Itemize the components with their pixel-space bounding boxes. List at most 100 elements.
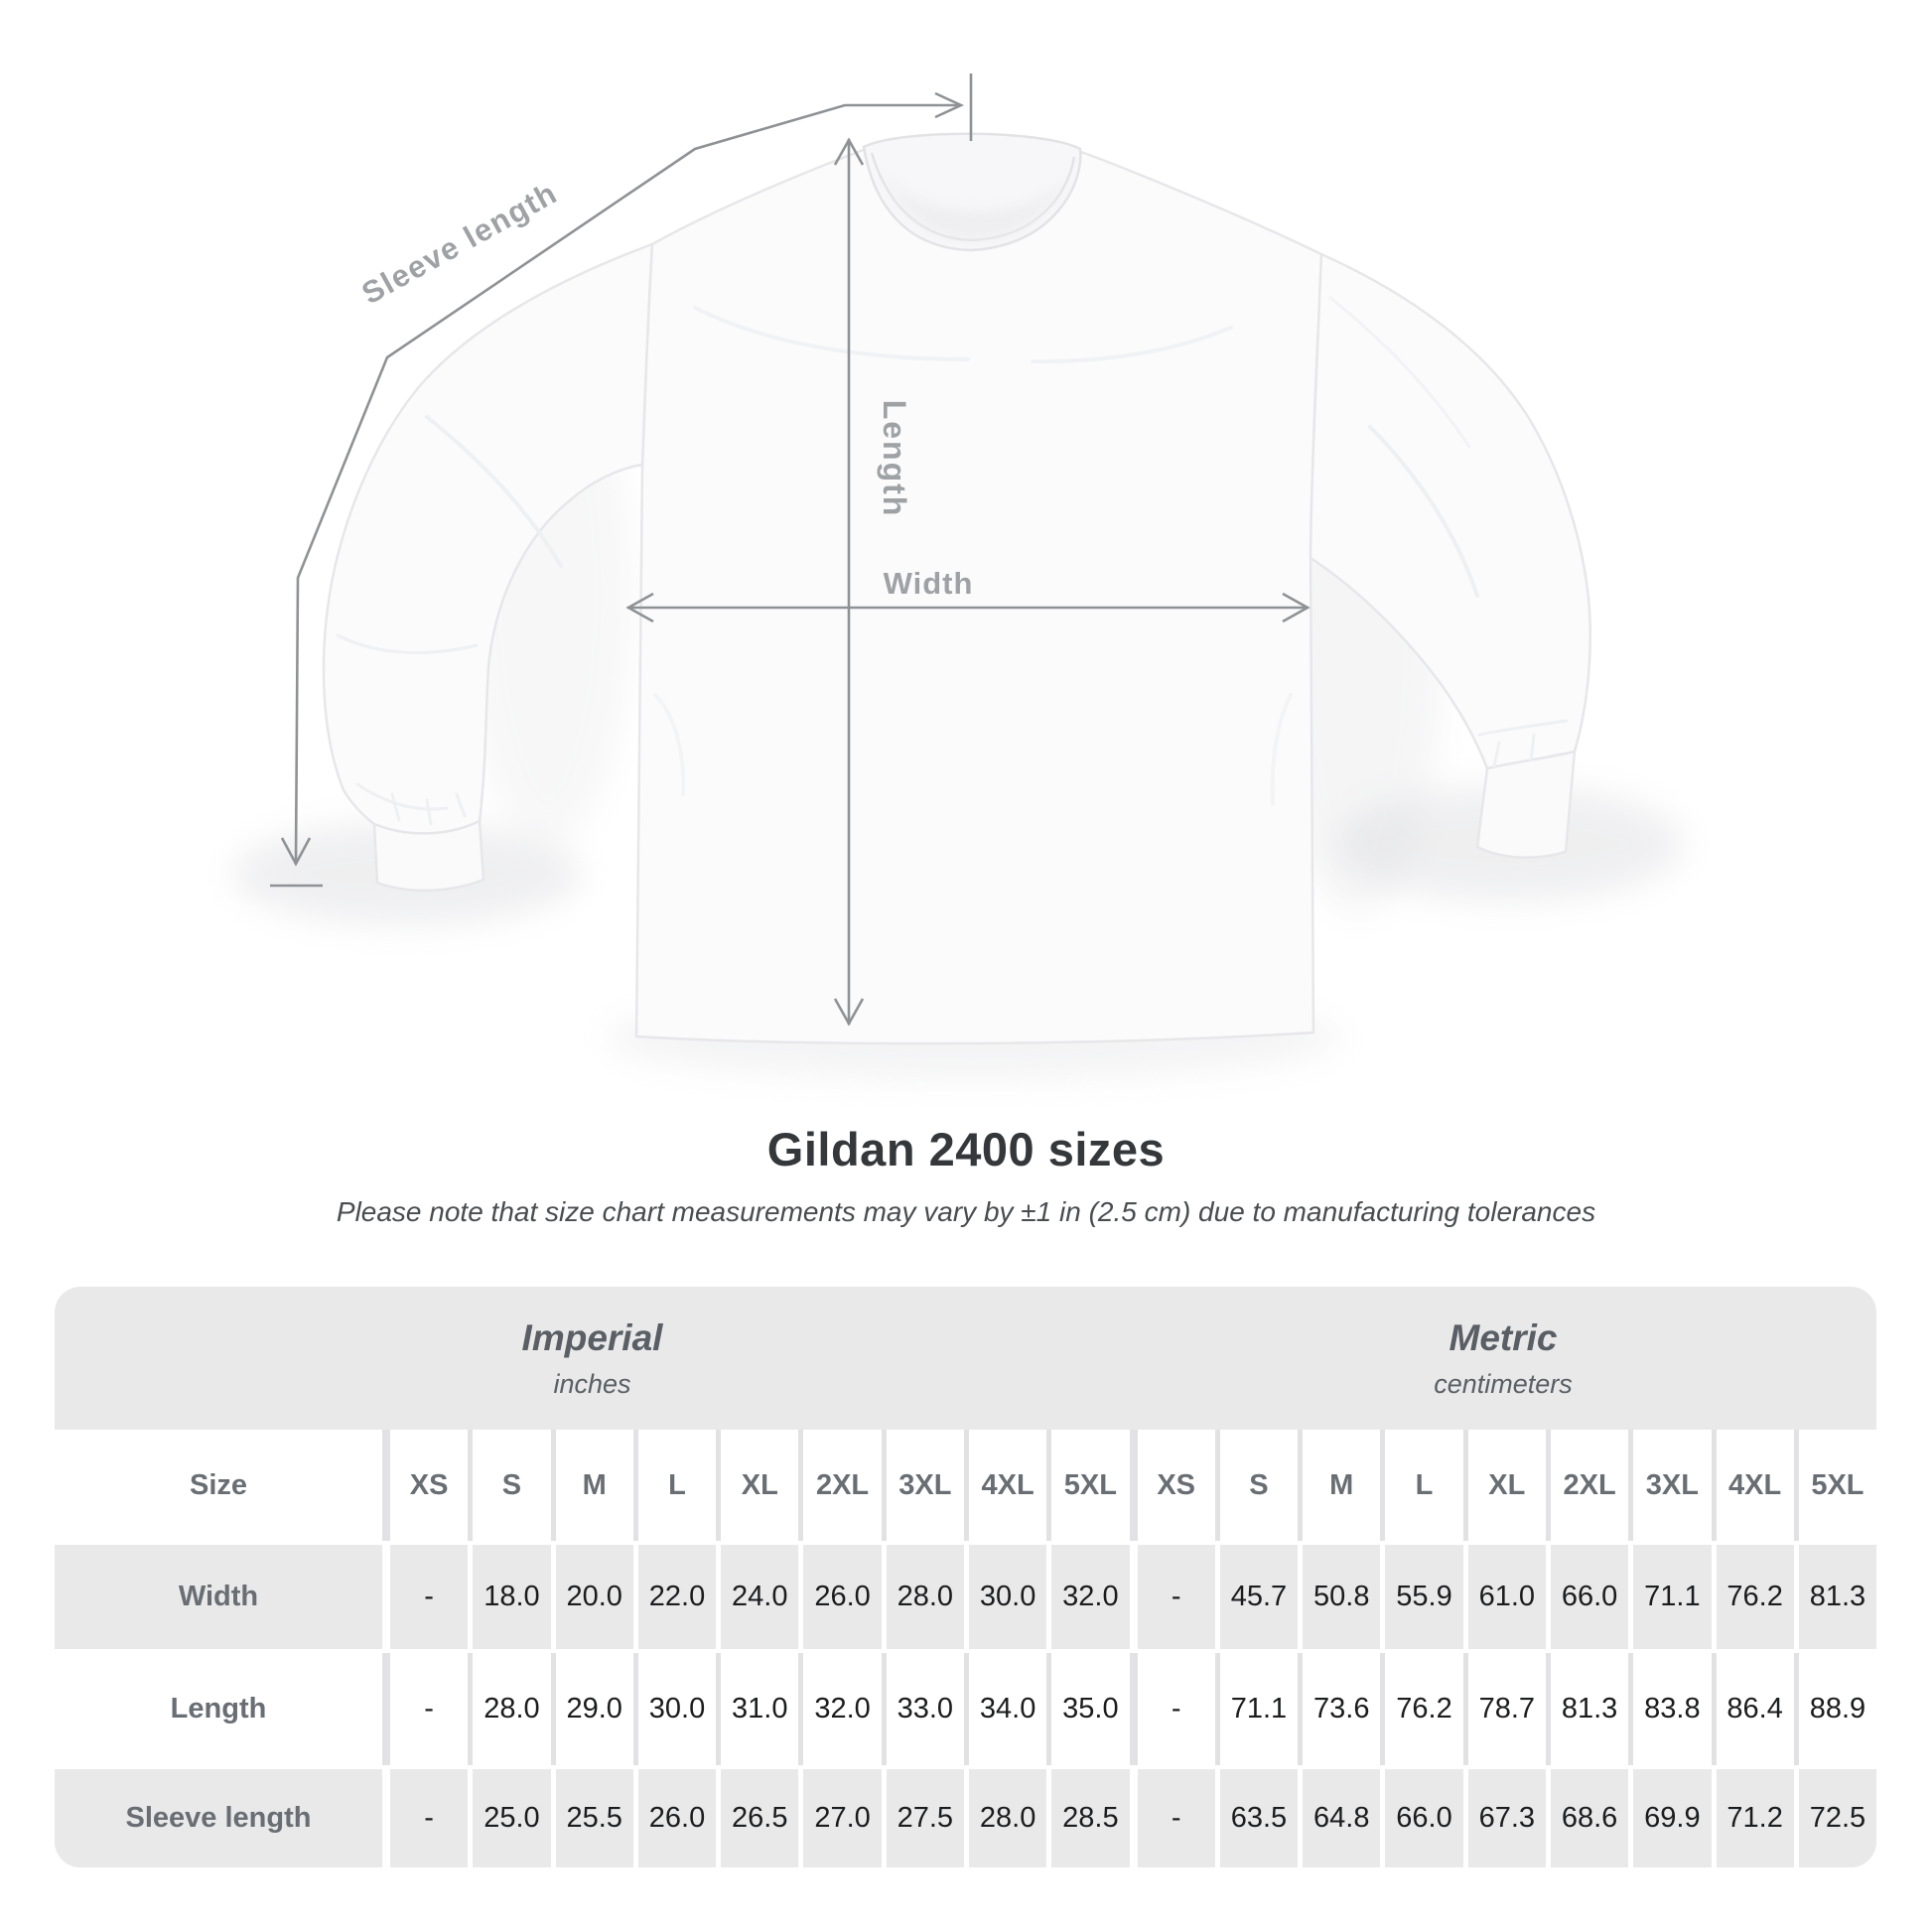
- sleeve-length-measure-line: [294, 103, 961, 863]
- measurement-value-cell: 31.0: [716, 1653, 798, 1765]
- measurement-value-cell: 88.9: [1793, 1653, 1876, 1765]
- measurement-value-cell: -: [1129, 1769, 1215, 1867]
- measurement-value-cell: 28.5: [1046, 1769, 1129, 1867]
- page-title: Gildan 2400 sizes: [766, 1123, 1166, 1175]
- measurement-value-cell: 34.0: [963, 1653, 1046, 1765]
- tolerance-note: Please note that size chart measurements…: [336, 1196, 1596, 1227]
- measurement-value-cell: 68.6: [1545, 1769, 1628, 1867]
- size-column-header: 4XL: [963, 1430, 1046, 1541]
- measurement-value-cell: 71.2: [1711, 1769, 1794, 1867]
- size-column-header: L: [1380, 1430, 1462, 1541]
- measurement-value-cell: 27.0: [798, 1769, 881, 1867]
- width-arrow-right: [1282, 592, 1311, 623]
- measurement-value-cell: 26.0: [632, 1769, 716, 1867]
- metric-group-name: Metric: [1449, 1316, 1558, 1358]
- size-table: Imperial inches Metric centimeters Size X…: [55, 1287, 1876, 1867]
- measurement-value-cell: 22.0: [632, 1545, 716, 1649]
- measurement-value-cell: 45.7: [1214, 1545, 1298, 1649]
- measurement-value-cell: 76.2: [1380, 1653, 1462, 1765]
- metric-group-header: Metric centimeters: [1130, 1287, 1876, 1430]
- measurement-value-cell: 27.5: [881, 1769, 964, 1867]
- length-arrow-up: [833, 137, 865, 166]
- shirt-left-cuff: [372, 819, 485, 893]
- measurement-value-cell: 30.0: [963, 1545, 1046, 1649]
- shirt-illustration: [322, 132, 1592, 1045]
- measurement-value-cell: 66.0: [1380, 1769, 1462, 1867]
- measurement-value-cell: 71.1: [1214, 1653, 1298, 1765]
- size-column-header: XL: [1462, 1430, 1546, 1541]
- measurement-value-cell: 67.3: [1462, 1769, 1546, 1867]
- measurement-value-cell: 28.0: [468, 1653, 550, 1765]
- measurement-value-cell: 25.0: [468, 1769, 550, 1867]
- measurement-row-width: Width -18.0 20.0 22.0 24.0 26.0 28.0 30.0 32.0-4…: [55, 1541, 1876, 1653]
- size-column-header: 2XL: [1545, 1430, 1628, 1541]
- measurement-value-cell: 81.3: [1545, 1653, 1628, 1765]
- sleeve-length-arrow-right: [934, 91, 965, 119]
- imperial-group-unit: inches: [553, 1368, 631, 1399]
- length-arrow-down: [833, 998, 865, 1027]
- measurement-value-cell: 73.6: [1298, 1653, 1380, 1765]
- size-column-header: M: [1298, 1430, 1380, 1541]
- shirt-body: [634, 136, 1323, 1045]
- measurement-value-cell: 61.0: [1462, 1545, 1546, 1649]
- measurement-value-cell: 83.8: [1628, 1653, 1711, 1765]
- measurement-value-cell: 55.9: [1380, 1545, 1462, 1649]
- shirt-collar-shadow: [884, 169, 1070, 240]
- width-label: Width: [884, 566, 974, 601]
- measurement-value-cell: 81.3: [1793, 1545, 1876, 1649]
- measurement-value-cell: 76.2: [1711, 1545, 1794, 1649]
- measurement-value-cell: -: [382, 1653, 468, 1765]
- size-column-header: XS: [382, 1430, 468, 1541]
- measurement-value-cell: 64.8: [1298, 1769, 1380, 1867]
- size-column-header: S: [1214, 1430, 1298, 1541]
- fabric-creases: [336, 296, 1569, 826]
- measurement-value-cell: 28.0: [963, 1769, 1046, 1867]
- measurement-row-width-label: Width: [178, 1581, 259, 1612]
- measurement-value-cell: 28.0: [881, 1545, 964, 1649]
- size-column-header: XL: [716, 1430, 798, 1541]
- size-column-header: 4XL: [1711, 1430, 1794, 1541]
- sleeve-length-label: Sleeve length: [355, 175, 563, 311]
- imperial-group-name: Imperial: [521, 1316, 663, 1358]
- unit-group-band: Imperial inches Metric centimeters: [55, 1287, 1876, 1430]
- size-column-header: S: [468, 1430, 550, 1541]
- measurement-value-cell: 72.5: [1793, 1769, 1876, 1867]
- measurement-row-sleeve-length: Sleeve length -25.0 25.5 26.0 26.5 27.0 27.5 28…: [55, 1765, 1876, 1867]
- measurement-value-cell: -: [1129, 1545, 1215, 1649]
- measurement-value-cell: 29.0: [550, 1653, 633, 1765]
- measurement-value-cell: 30.0: [632, 1653, 716, 1765]
- measurement-value-cell: 50.8: [1298, 1545, 1380, 1649]
- measurement-value-cell: 18.0: [468, 1545, 550, 1649]
- width-arrow-left: [625, 592, 654, 623]
- size-header-row-label: Size: [189, 1468, 248, 1501]
- measurement-value-cell: 32.0: [798, 1653, 881, 1765]
- size-column-header: M: [550, 1430, 633, 1541]
- size-column-header: 2XL: [798, 1430, 881, 1541]
- measurement-lines: [270, 73, 1311, 1027]
- measurement-value-cell: 26.5: [716, 1769, 798, 1867]
- measurement-value-cell: 24.0: [716, 1545, 798, 1649]
- size-column-header: 3XL: [881, 1430, 964, 1541]
- measurement-value-cell: 63.5: [1214, 1769, 1298, 1867]
- length-label: Length: [877, 400, 912, 518]
- measurement-value-cell: 25.5: [550, 1769, 633, 1867]
- size-column-header: 5XL: [1793, 1430, 1876, 1541]
- measurement-value-cell: 20.0: [550, 1545, 633, 1649]
- size-column-header: XS: [1129, 1430, 1215, 1541]
- size-column-header: L: [632, 1430, 716, 1541]
- shirt-right-cuff: [1475, 750, 1577, 859]
- measurement-row-length: Length -28.0 29.0 30.0 31.0 32.0 33.0 34.0 35.0-…: [55, 1653, 1876, 1765]
- measurement-value-cell: -: [1129, 1653, 1215, 1765]
- measurement-row-length-label: Length: [170, 1693, 267, 1725]
- sleeve-length-arrow-down: [280, 837, 312, 867]
- measurement-value-cell: 78.7: [1462, 1653, 1546, 1765]
- metric-group-unit: centimeters: [1434, 1368, 1573, 1399]
- shirt-measurement-diagram: Sleeve length Length Width: [233, 73, 1683, 1079]
- measurement-value-cell: 69.9: [1628, 1769, 1711, 1867]
- size-header-row: Size XS S M L XL 2XL 3XL 4XL 5XL XS S M L XL 2XL 3XL 4XL 5…: [55, 1430, 1876, 1541]
- heading: Gildan 2400 sizes Please note that size …: [0, 1122, 1932, 1228]
- measurement-value-cell: 26.0: [798, 1545, 881, 1649]
- measurement-value-cell: 33.0: [881, 1653, 964, 1765]
- measurement-value-cell: 35.0: [1046, 1653, 1129, 1765]
